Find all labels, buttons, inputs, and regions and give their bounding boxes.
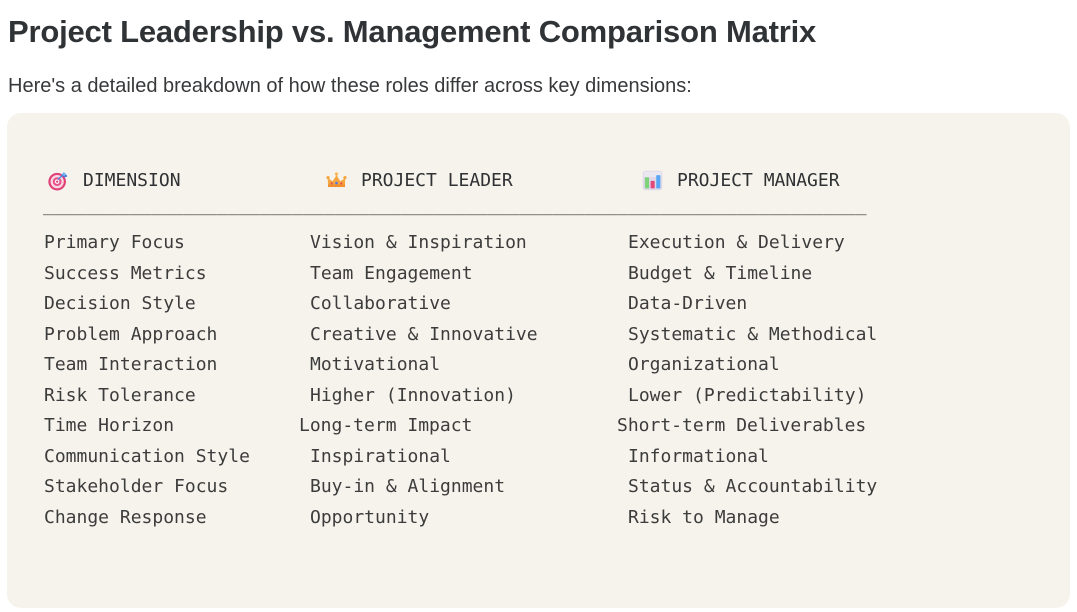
table-row: Change Response Opportunity Risk to Manage [44,502,1040,533]
column-header-project-leader: PROJECT LEADER [299,169,617,192]
table-row: Stakeholder Focus Buy-in & Alignment Statu… [44,472,1040,503]
cell-leader: Long-term Impact [299,415,473,437]
cell-dimension: Time Horizon [44,415,175,437]
cell-manager: Status & Accountability [628,476,878,498]
matrix-body: Primary Focus Vision & Inspiration Executi… [44,228,1040,533]
cell-leader: Higher (Innovation) [310,384,516,406]
cell-dimension: Stakeholder Focus [44,476,229,498]
cell-leader: Creative & Innovative [310,323,538,345]
comparison-card: DIMENSION PROJECT LEADER [7,113,1070,608]
table-row: Risk Tolerance Higher (Innovation) Lower (… [44,380,1040,411]
column-header-label: PROJECT MANAGER [677,169,840,191]
cell-leader: Vision & Inspiration [310,232,527,254]
cell-manager: Organizational [628,354,780,376]
header-separator: ________________________________________… [43,195,867,216]
page-subtitle: Here's a detailed breakdown of how these… [8,75,692,97]
comparison-matrix: DIMENSION PROJECT LEADER [43,165,1040,533]
table-row: Primary Focus Vision & Inspiration Executi… [44,228,1040,259]
cell-manager: Lower (Predictability) [628,384,867,406]
cell-manager: Short-term Deliverables [617,415,867,437]
cell-dimension: Change Response [44,506,207,528]
page-title: Project Leadership vs. Management Compar… [8,14,817,49]
cell-manager: Risk to Manage [628,506,780,528]
cell-leader: Team Engagement [310,262,473,284]
table-row: Communication Style Inspirational Informat… [44,441,1040,472]
column-header-dimension: DIMENSION [44,169,299,192]
crown-icon [325,169,348,192]
cell-manager: Budget & Timeline [628,262,813,284]
cell-dimension: Success Metrics [44,262,207,284]
cell-manager: Systematic & Methodical [628,323,878,345]
matrix-header-row: DIMENSION PROJECT LEADER [44,165,1040,196]
cell-dimension: Team Interaction [44,354,218,376]
table-row: Problem Approach Creative & Innovative Sys… [44,319,1040,350]
cell-leader: Inspirational [310,445,451,467]
cell-manager: Execution & Delivery [628,232,845,254]
cell-dimension: Problem Approach [44,323,218,345]
cell-dimension: Primary Focus [44,232,185,254]
table-row: Time Horizon Long-term Impact Short-term D… [44,411,1040,442]
cell-leader: Opportunity [310,506,430,528]
cell-dimension: Decision Style [44,293,196,315]
cell-manager: Data-Driven [628,293,748,315]
table-row: Team Interaction Motivational Organization… [44,350,1040,381]
cell-leader: Motivational [310,354,441,376]
column-header-label: PROJECT LEADER [361,169,513,191]
column-header-label: DIMENSION [83,169,181,191]
table-row: Decision Style Collaborative Data-Driven [44,289,1040,320]
bar-chart-icon [641,169,664,192]
cell-manager: Informational [628,445,769,467]
cell-dimension: Communication Style [44,445,250,467]
cell-dimension: Risk Tolerance [44,384,196,406]
column-header-project-manager: PROJECT MANAGER [617,169,1040,192]
target-icon [47,169,70,192]
cell-leader: Buy-in & Alignment [310,476,506,498]
table-row: Success Metrics Team Engagement Budget & T… [44,258,1040,289]
cell-leader: Collaborative [310,293,451,315]
